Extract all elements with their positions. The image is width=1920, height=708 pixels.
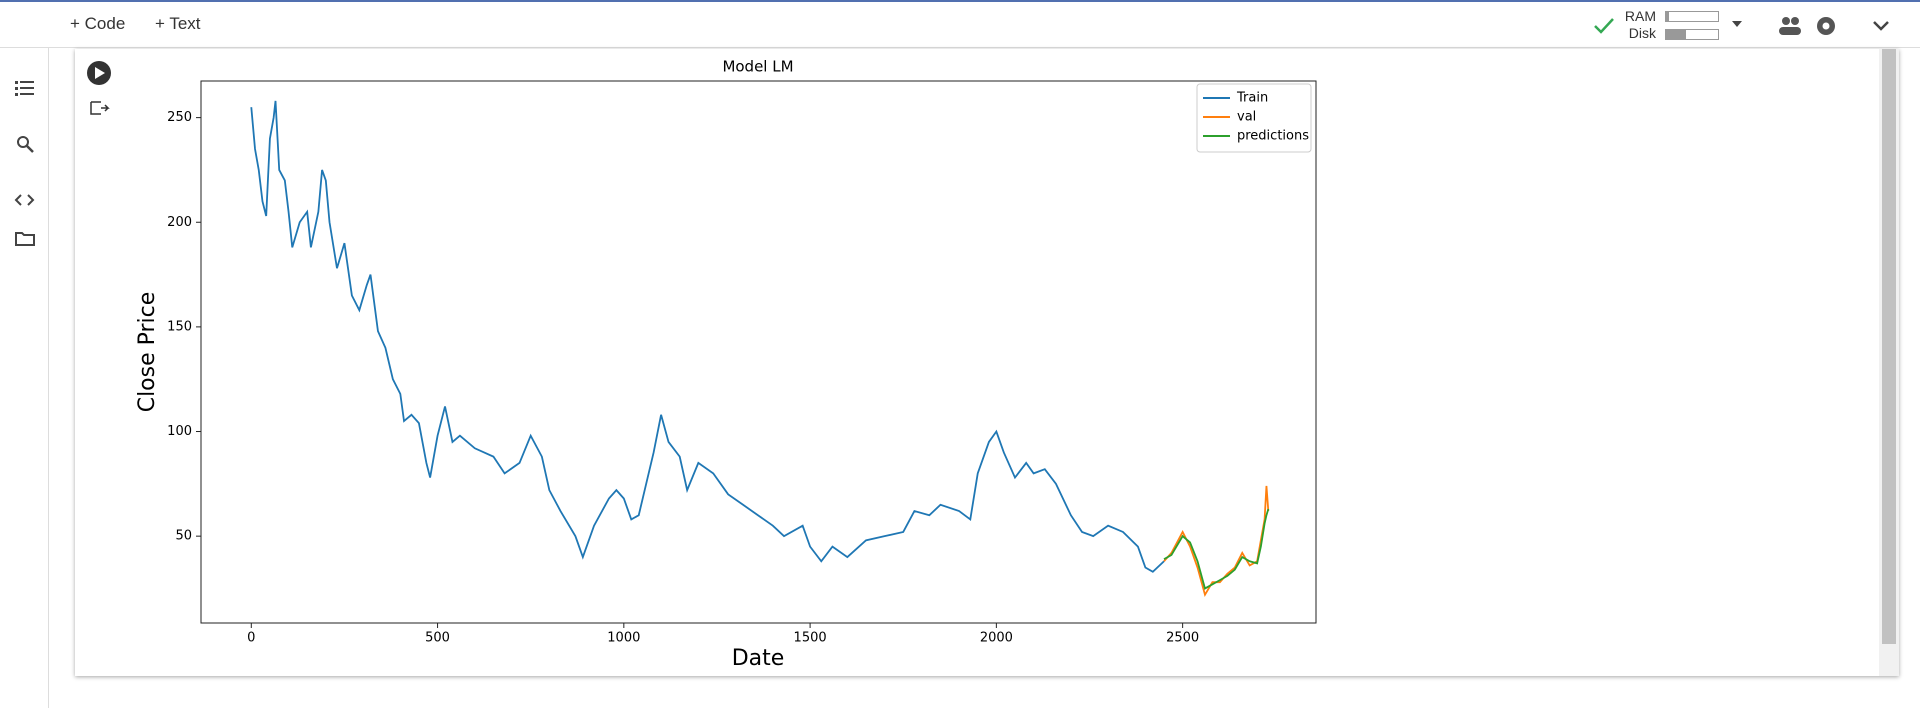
x-tick-label: 0 xyxy=(247,631,255,646)
resource-dropdown[interactable] xyxy=(1730,18,1746,30)
share-settings-icons[interactable] xyxy=(1778,14,1838,38)
x-axis-label: Date xyxy=(732,646,785,671)
y-axis-label: Close Price xyxy=(135,292,160,413)
y-tick-label: 50 xyxy=(175,529,192,544)
x-tick-label: 500 xyxy=(425,631,450,646)
ram-bar xyxy=(1665,11,1719,22)
chart: Model LM Date Close Price 50 100 150 200 250… xyxy=(135,58,1317,671)
x-tick-label: 1000 xyxy=(607,631,640,646)
toolbar: + Code + Text RAM Disk xyxy=(0,0,1920,48)
add-code-button[interactable]: + Code xyxy=(70,14,126,33)
legend-label: Train xyxy=(1236,91,1268,106)
y-tick-label: 100 xyxy=(167,424,192,439)
y-tick-label: 150 xyxy=(167,319,192,334)
scrollbar[interactable] xyxy=(1879,49,1899,676)
button-label[interactable]: Code xyxy=(84,14,126,33)
scrollbar-thumb[interactable] xyxy=(1882,49,1896,644)
series-line xyxy=(250,100,1165,573)
x-tick-label: 2000 xyxy=(980,631,1013,646)
chart-title: Model LM xyxy=(722,58,793,76)
ram-label[interactable]: RAM xyxy=(1624,8,1656,24)
sidebar-icons[interactable] xyxy=(0,48,48,248)
connected-check xyxy=(1594,18,1614,34)
disk-bar xyxy=(1665,29,1719,40)
x-tick-label: 2500 xyxy=(1166,631,1199,646)
cell-controls[interactable] xyxy=(85,60,113,120)
collapse-button[interactable] xyxy=(1870,16,1892,36)
resource-labels[interactable]: RAM Disk xyxy=(1622,8,1656,42)
series-line xyxy=(1163,508,1270,590)
output-cell xyxy=(75,49,1899,676)
add-text-button[interactable]: + Text xyxy=(155,14,201,33)
legend-label: val xyxy=(1237,110,1256,125)
plot-frame xyxy=(200,80,1317,624)
legend-label: predictions xyxy=(1237,129,1309,144)
y-tick-label: 200 xyxy=(167,215,192,230)
disk-label[interactable]: Disk xyxy=(1628,25,1656,41)
sidebar xyxy=(0,48,49,708)
y-tick-label: 250 xyxy=(167,110,192,125)
button-label[interactable]: Text xyxy=(169,14,201,33)
x-tick-label: 1500 xyxy=(794,631,827,646)
